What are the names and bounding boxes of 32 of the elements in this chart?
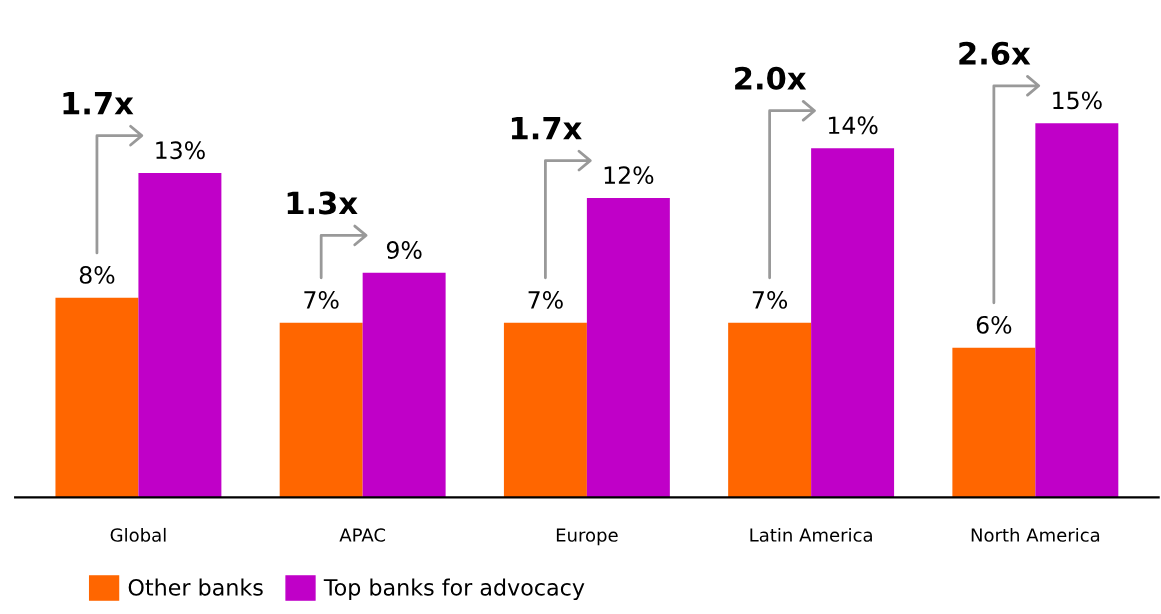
bar [952,347,1036,498]
x-tick-label: North America [971,527,1100,542]
annotation: 1.3x [287,191,358,215]
data-label: 7% [752,290,788,309]
data-label: 13% [156,141,205,160]
bar [362,272,446,498]
data-label: 7% [304,290,339,309]
data-label: 8% [79,266,115,284]
bar [1035,123,1119,498]
data-label: 12% [604,166,654,185]
annotation: 1.7x [511,117,582,140]
annotation: 1.7x [63,92,134,115]
data-label: 7% [528,290,563,309]
legend-label: Top banks for advocacy [323,578,585,601]
bar [503,322,587,498]
bar [55,297,139,498]
bar [586,198,670,498]
bar [279,322,363,498]
data-label: 15% [1053,91,1102,110]
bar [811,148,895,498]
annotation: 2.6x [959,41,1031,65]
data-label: 9% [386,241,422,259]
annotation: 2.0x [735,66,807,90]
x-tick-label: Europe [556,528,618,546]
data-label: 6% [976,315,1012,334]
x-tick-label: Latin America [750,527,872,542]
bar [728,322,812,498]
data-label: 14% [828,116,878,135]
x-tick-label: APAC [339,528,386,542]
legend-label: Other banks [128,578,263,596]
x-tick-label: Global [110,527,166,542]
bar [138,173,222,498]
